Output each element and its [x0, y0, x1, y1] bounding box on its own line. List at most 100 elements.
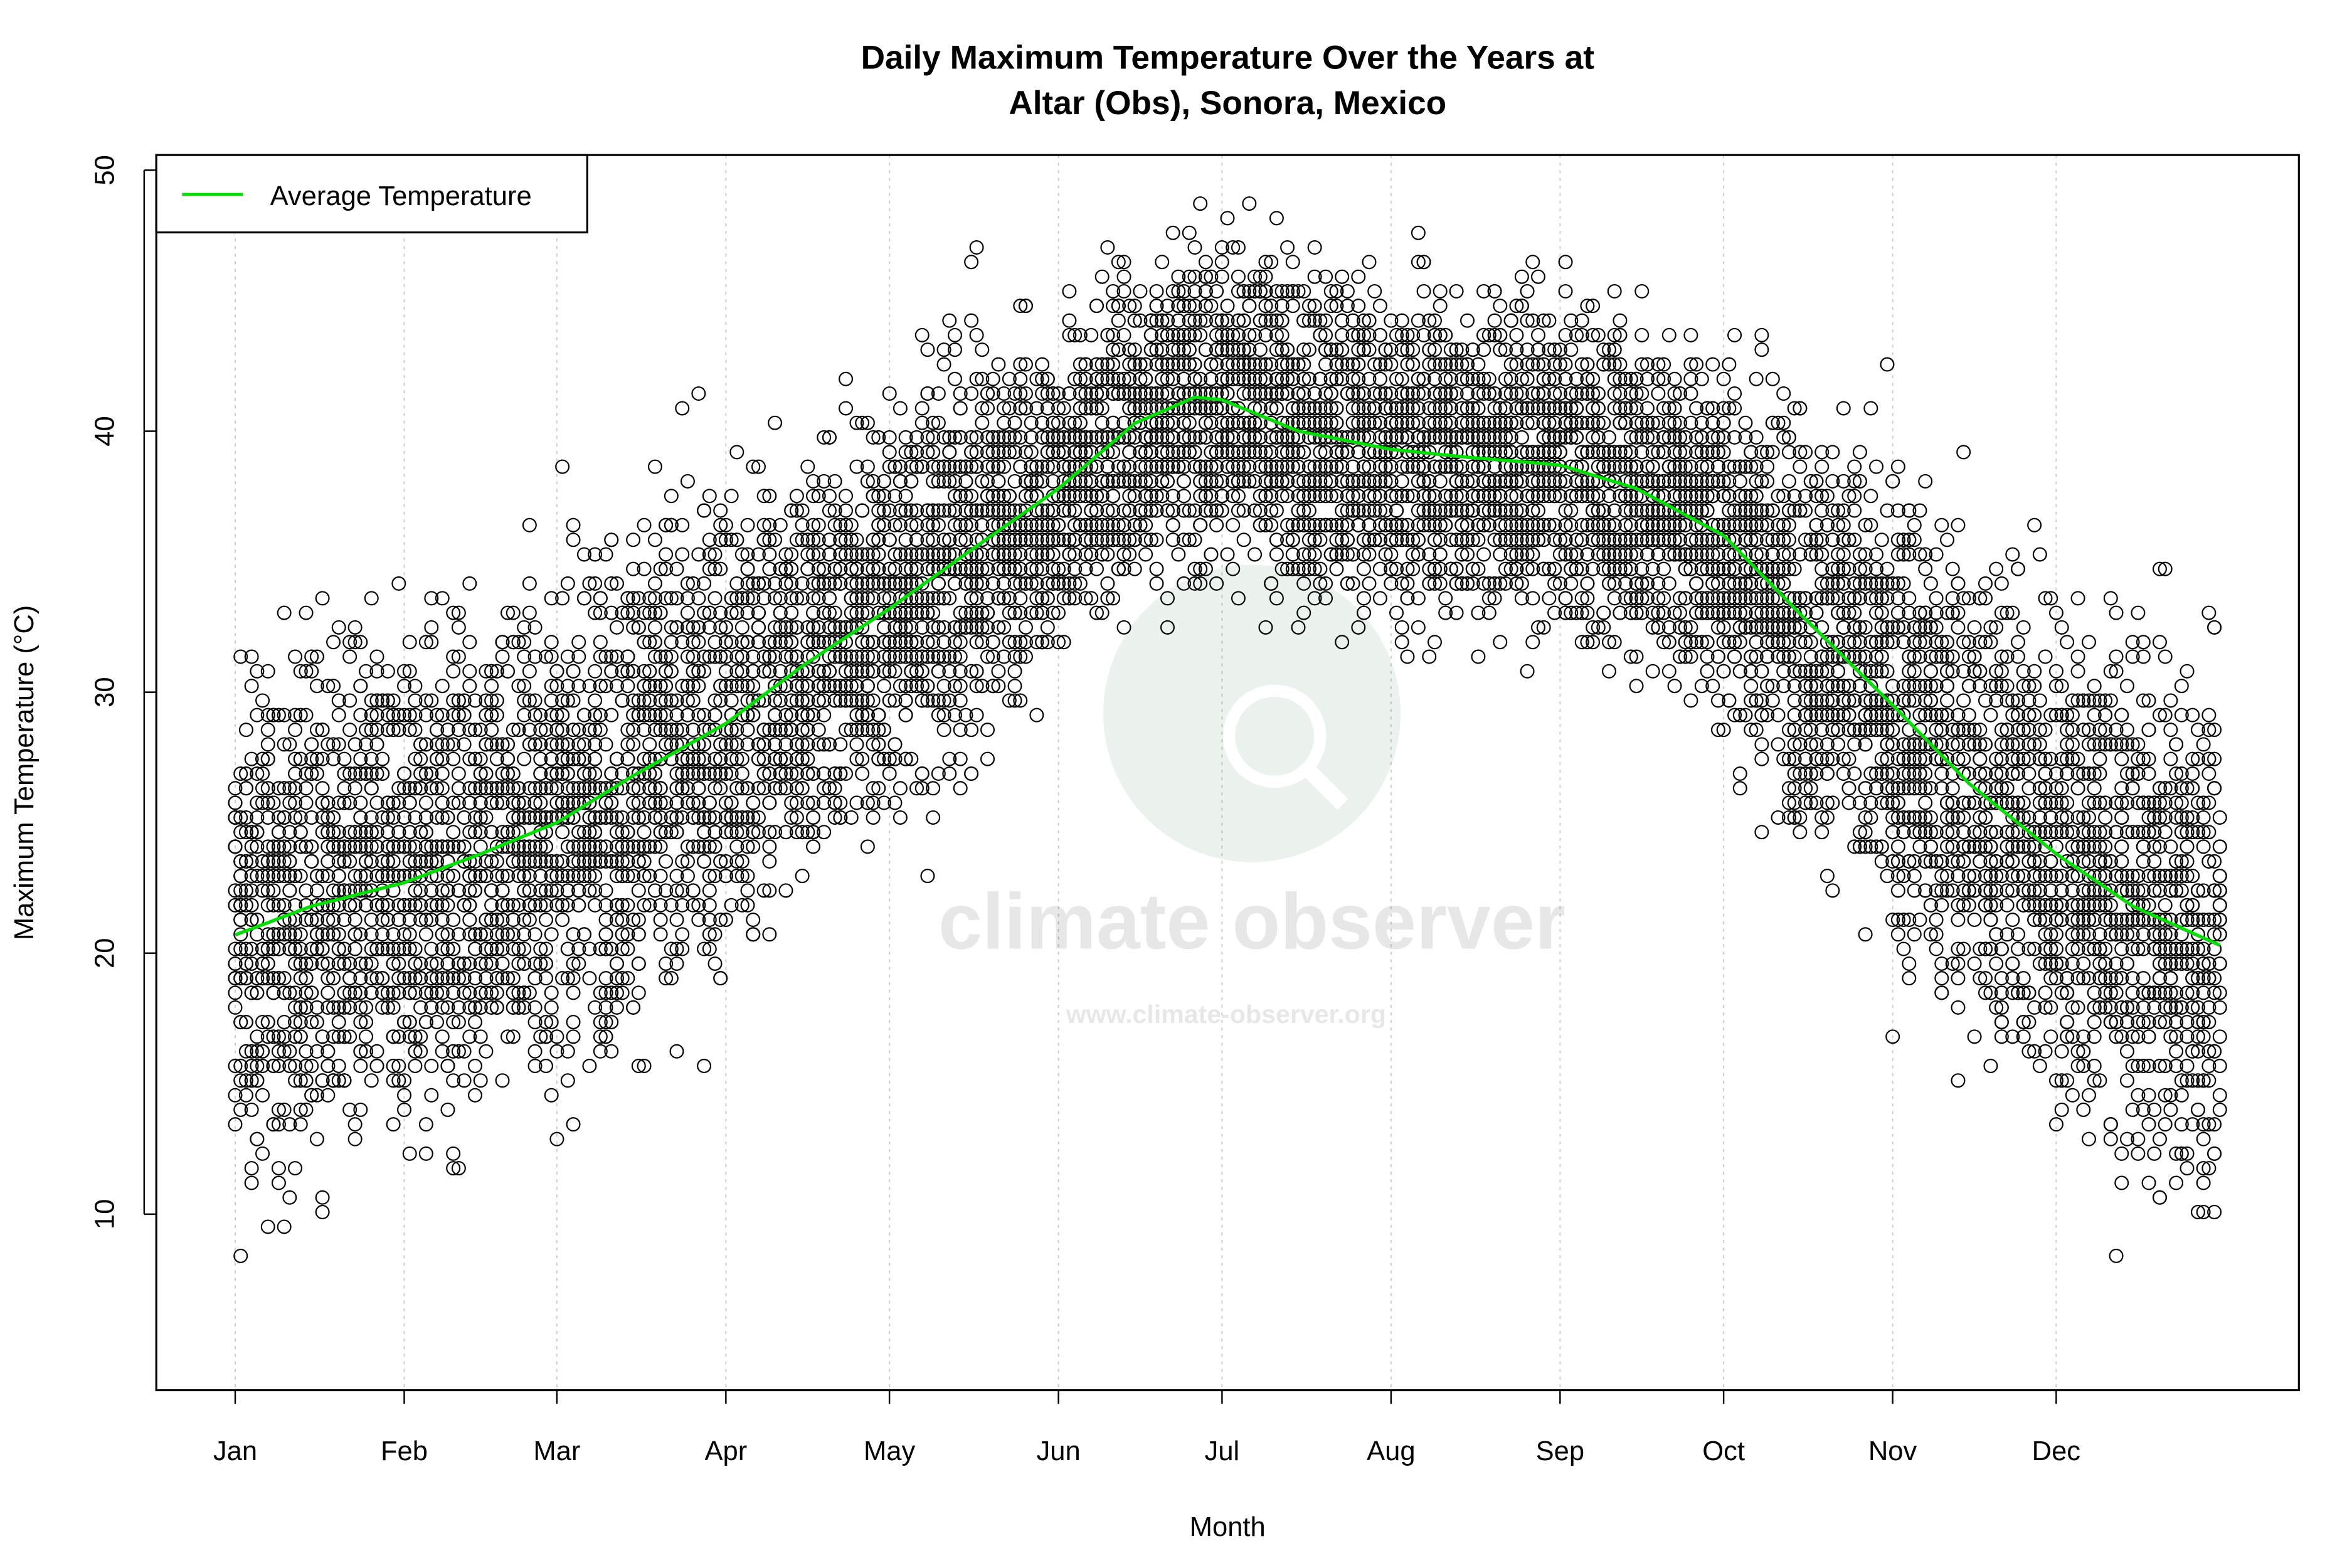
data-point [555, 795, 570, 810]
data-point [1269, 547, 1284, 562]
data-point [347, 781, 363, 796]
data-point [326, 913, 341, 928]
data-point [353, 1059, 368, 1074]
data-point [260, 707, 275, 723]
data-point [320, 1000, 336, 1015]
data-point [795, 869, 810, 884]
data-point [593, 591, 608, 606]
data-point [304, 913, 319, 928]
data-point [479, 854, 494, 869]
data-point [380, 839, 395, 854]
data-point [571, 956, 586, 971]
data-point [277, 1044, 292, 1059]
data-point [353, 839, 368, 854]
data-point [893, 781, 908, 796]
data-point [397, 766, 412, 781]
data-point [408, 1029, 423, 1044]
data-point [544, 649, 559, 664]
data-point [631, 956, 646, 971]
data-point [506, 1029, 521, 1044]
data-point [430, 985, 445, 1000]
data-point [380, 854, 395, 869]
data-point [446, 605, 461, 620]
data-point [391, 795, 406, 810]
data-point [647, 766, 662, 781]
data-point [342, 839, 358, 854]
data-point [566, 723, 581, 738]
data-point [582, 883, 597, 898]
data-point [228, 941, 243, 956]
data-point [549, 869, 564, 884]
data-point [386, 693, 401, 708]
data-point [462, 723, 477, 738]
data-point [549, 664, 564, 679]
data-point [495, 795, 510, 810]
data-point [527, 839, 543, 854]
data-point [266, 1029, 281, 1044]
data-point [315, 825, 330, 840]
data-point [522, 737, 537, 752]
data-point [320, 839, 336, 854]
data-point [277, 737, 292, 752]
data-point [364, 854, 379, 869]
data-point [375, 1000, 390, 1015]
data-point [473, 781, 488, 796]
data-point [1155, 255, 1170, 270]
data-point [489, 781, 504, 796]
data-point [549, 781, 564, 796]
data-point [451, 620, 466, 635]
data-point [511, 795, 526, 810]
data-point [260, 1219, 275, 1234]
data-point [560, 737, 575, 752]
data-point [380, 723, 395, 738]
data-point [320, 825, 336, 840]
data-point [238, 781, 253, 796]
data-point [282, 795, 297, 810]
data-point [293, 1000, 308, 1015]
data-point [479, 766, 494, 781]
data-point [386, 839, 401, 854]
data-point [588, 869, 603, 884]
data-point [604, 532, 619, 548]
data-point [511, 723, 526, 738]
data-point [975, 415, 990, 430]
data-point [511, 839, 526, 854]
data-point [304, 854, 319, 869]
data-point [293, 1029, 308, 1044]
data-point [440, 869, 455, 884]
data-point [408, 898, 423, 913]
data-point [527, 898, 543, 913]
data-point [877, 679, 892, 694]
data-point [538, 723, 553, 738]
data-point [566, 1015, 581, 1030]
data-point [642, 679, 657, 694]
data-point [1280, 240, 1295, 255]
data-point [762, 795, 777, 810]
data-point [386, 707, 401, 723]
data-point [501, 869, 516, 884]
data-point [598, 927, 613, 942]
data-point [451, 1000, 466, 1015]
data-point [669, 693, 684, 708]
data-point [544, 927, 559, 942]
data-point [277, 1219, 292, 1234]
data-point [653, 679, 668, 694]
data-point [615, 985, 630, 1000]
data-point [233, 649, 248, 664]
data-point [440, 1102, 455, 1117]
data-point [479, 664, 494, 679]
data-point [233, 1015, 248, 1030]
data-point [250, 971, 265, 986]
data-point [271, 1117, 286, 1132]
data-point [566, 751, 581, 766]
data-point [593, 1029, 608, 1044]
data-point [533, 1029, 548, 1044]
data-point [533, 810, 548, 825]
data-point [413, 854, 428, 869]
data-point [353, 927, 368, 942]
data-point [588, 723, 603, 738]
data-point [642, 693, 657, 708]
data-point [391, 971, 406, 986]
data-point [457, 898, 472, 913]
data-point [255, 854, 270, 869]
